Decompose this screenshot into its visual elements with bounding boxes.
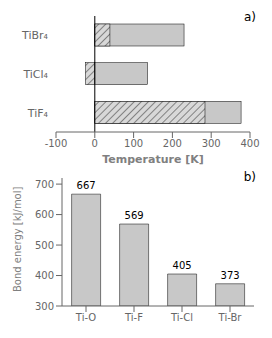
svg-text:Ti-F: Ti-F: [124, 312, 143, 323]
svg-text:300: 300: [35, 301, 54, 312]
svg-text:Ti-O: Ti-O: [75, 312, 96, 323]
svg-text:405: 405: [173, 260, 192, 271]
svg-text:373: 373: [221, 270, 240, 281]
svg-text:Bond energy [kJ/mol]: Bond energy [kJ/mol]: [12, 186, 23, 292]
html-text:b): b): [243, 170, 256, 184]
svg-text:300: 300: [202, 138, 221, 149]
svg-text:500: 500: [35, 240, 54, 251]
svg-text:569: 569: [125, 210, 144, 221]
svg-text:100: 100: [124, 138, 143, 149]
svg-text:400: 400: [240, 138, 259, 149]
svg-text:TiF₄: TiF₄: [27, 107, 49, 120]
svg-text:400: 400: [35, 270, 54, 281]
svg-text:Temperature [K]: Temperature [K]: [102, 153, 204, 166]
svg-text:TiBr₄: TiBr₄: [21, 29, 49, 42]
svg-text:0: 0: [92, 138, 98, 149]
svg-text:667: 667: [77, 180, 96, 191]
svg-text:200: 200: [163, 138, 182, 149]
svg-text:600: 600: [35, 209, 54, 220]
html-text:a): a): [244, 10, 256, 24]
svg-text:Ti-Br: Ti-Br: [218, 312, 243, 323]
svg-text:TiCl₄: TiCl₄: [22, 68, 48, 81]
svg-text:700: 700: [35, 179, 54, 190]
svg-text:Ti-Cl: Ti-Cl: [170, 312, 193, 323]
svg-text:-100: -100: [45, 138, 68, 149]
